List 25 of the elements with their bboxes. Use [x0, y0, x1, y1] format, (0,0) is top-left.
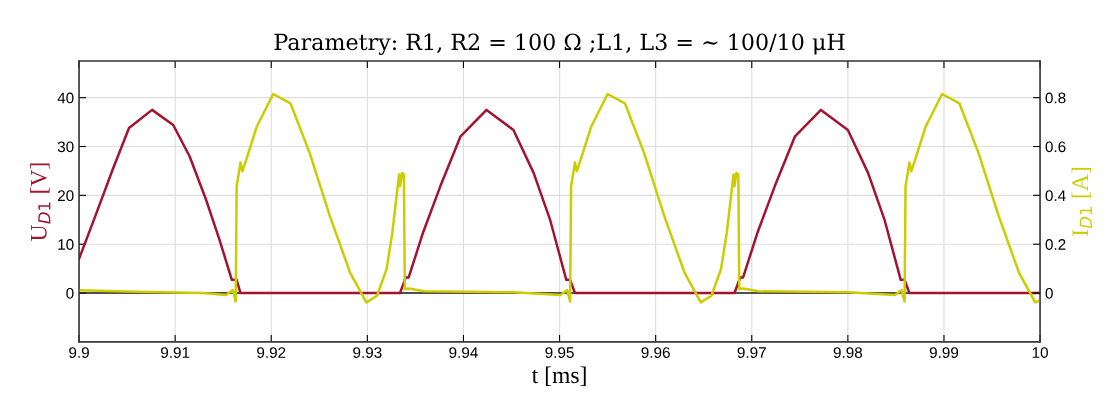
x-tick-label: 9.92 — [257, 347, 286, 358]
x-tick-label: 10 — [1032, 347, 1048, 358]
x-tick-label: 9.95 — [545, 347, 574, 358]
y2-axis-title: I$_{D1}$ [A] — [1071, 167, 1092, 237]
x-tick-label: 9.93 — [353, 347, 382, 358]
x-tick-label: 9.94 — [449, 347, 478, 358]
y-tick-label: 10 — [58, 239, 74, 250]
y2-tick-label: 0.4 — [1045, 190, 1066, 202]
y2-tick-label: 0 — [1045, 287, 1053, 299]
x-tick-label: 9.9 — [69, 347, 89, 358]
y-tick-label: 20 — [57, 190, 74, 202]
x-tick-label: 9.99 — [929, 347, 959, 358]
x-tick-label: 9.97 — [737, 347, 766, 358]
x-tick-label: 9.91 — [161, 347, 190, 358]
x-tick-label: 9.96 — [641, 347, 670, 358]
y2-tick-label: 0.6 — [1045, 141, 1066, 153]
y-tick-label: 0 — [66, 287, 74, 299]
y-tick-label: 40 — [57, 92, 74, 104]
x-axis-title: t [ms] — [531, 366, 586, 387]
y2-tick-label: 0.8 — [1045, 92, 1066, 104]
y-axis-title: U$_{D1}$ [V] — [30, 163, 51, 241]
chart-title: Parametry: R1, R2 = 100 Ω ;L1, L3 = ∼ 100/10 μH — [274, 33, 845, 55]
y-tick-label: 30 — [57, 141, 74, 153]
x-tick-label: 9.98 — [833, 347, 863, 358]
y2-tick-label: 0.2 — [1045, 239, 1066, 250]
